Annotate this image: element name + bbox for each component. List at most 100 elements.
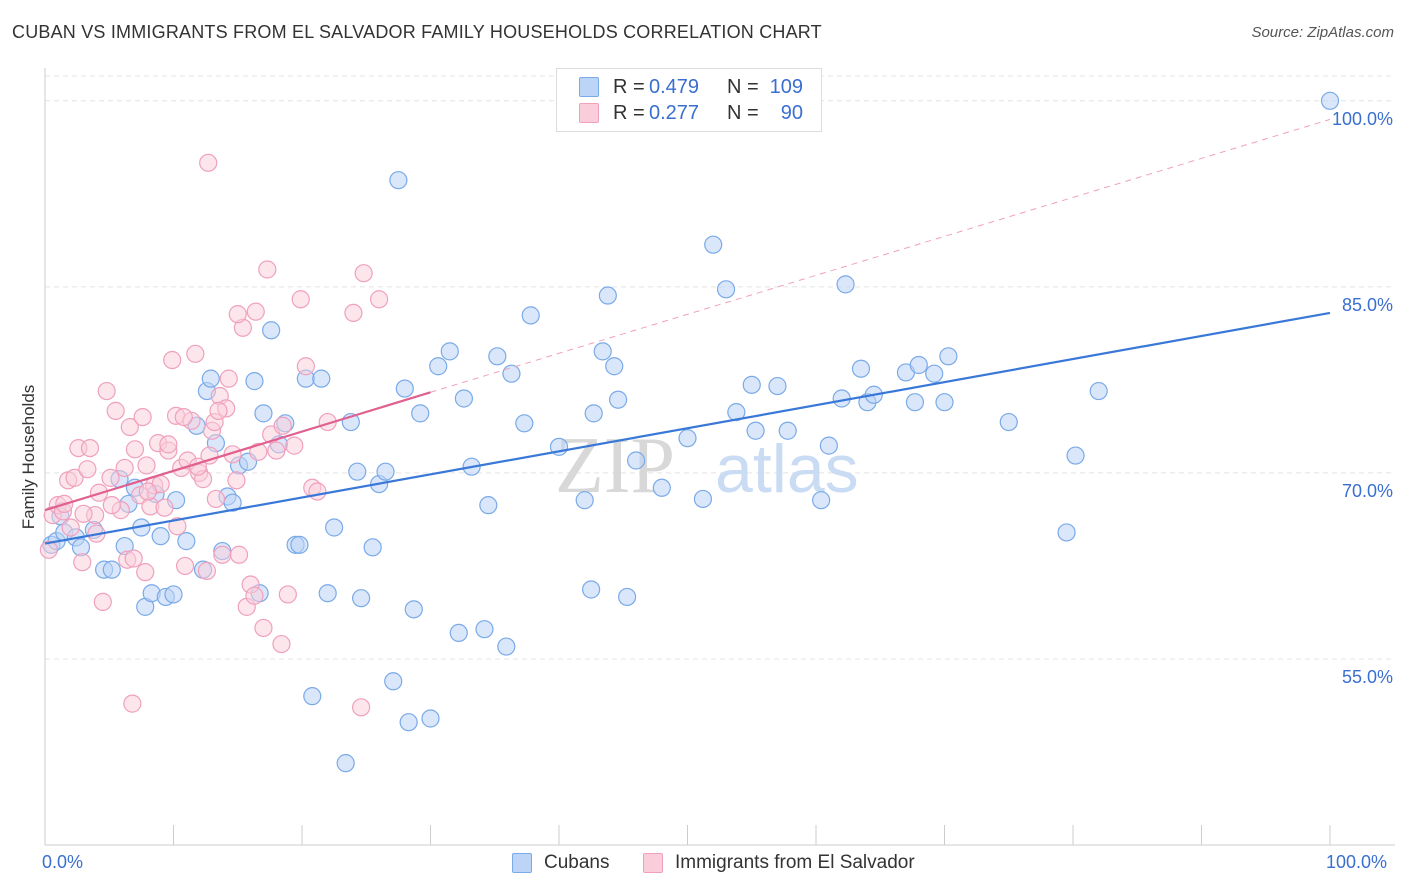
point-cubans (399, 713, 418, 732)
point-el-salvador (272, 634, 291, 654)
stats-legend: R = 0.479 N = 109 R = 0.277 N = 90 (556, 68, 822, 132)
point-cubans (521, 306, 540, 325)
y-tick-label: 100.0% (1332, 109, 1393, 129)
point-cubans (177, 532, 196, 551)
point-cubans (593, 342, 612, 361)
point-el-salvador (124, 549, 143, 568)
x-tick-max: 100.0% (1326, 852, 1388, 872)
point-cubans (325, 518, 344, 537)
legend-n-value: 109 (769, 75, 803, 98)
y-tick-label: 70.0% (1342, 481, 1393, 501)
point-el-salvador (344, 303, 363, 323)
legend-r-label: R = (613, 101, 645, 124)
point-el-salvador (249, 442, 268, 461)
legend-row-el-salvador: R = 0.277 N = 90 (579, 101, 803, 125)
point-el-salvador (245, 586, 264, 605)
point-el-salvador (102, 496, 121, 515)
point-cubans (925, 364, 944, 383)
tick-labels: 55.0% 70.0% 85.0% 100.0% (1332, 109, 1393, 687)
point-el-salvador (174, 407, 193, 427)
point-cubans (384, 672, 403, 691)
point-el-salvador (115, 458, 134, 478)
point-el-salvador (61, 518, 80, 537)
point-cubans (502, 364, 521, 383)
trend-extension-el-salvador (430, 118, 1331, 393)
point-cubans (290, 535, 309, 554)
point-cubans (440, 342, 459, 361)
point-cubans (605, 357, 624, 376)
legend-r-value: 0.479 (649, 75, 700, 98)
point-el-salvador (285, 436, 304, 455)
bottom-legend-el-salvador[interactable]: Immigrants from El Salvador (643, 852, 915, 874)
point-cubans (245, 372, 264, 391)
point-cubans (488, 347, 507, 366)
point-cubans (404, 600, 423, 619)
point-cubans (584, 404, 603, 423)
point-el-salvador (80, 438, 100, 458)
trend-line-cubans (44, 311, 1331, 545)
point-cubans (449, 623, 468, 643)
bottom-legend-label-cubans: Cubans (544, 852, 610, 873)
point-cubans (1066, 446, 1085, 465)
point-cubans (609, 390, 628, 409)
chart-title: CUBAN VS IMMIGRANTS FROM EL SALVADOR FAM… (12, 22, 822, 42)
point-el-salvador (227, 471, 246, 490)
point-el-salvador (39, 540, 58, 559)
point-cubans (318, 584, 337, 603)
point-el-salvador (93, 592, 112, 611)
point-cubans (1089, 381, 1108, 401)
point-cubans (836, 275, 855, 294)
point-el-salvador (101, 468, 120, 487)
point-cubans (575, 491, 594, 510)
point-cubans (704, 235, 723, 254)
point-el-salvador (370, 290, 389, 309)
point-cubans (999, 412, 1018, 432)
bottom-legend-cubans[interactable]: Cubans (512, 852, 610, 874)
point-cubans (352, 589, 371, 608)
point-cubans (768, 376, 787, 396)
point-el-salvador (73, 553, 92, 572)
point-el-salvador (137, 456, 156, 475)
point-cubans (363, 538, 382, 557)
point-el-salvador (125, 440, 145, 459)
point-el-salvador (352, 698, 371, 717)
point-el-salvador (206, 489, 226, 509)
point-el-salvador (197, 561, 217, 580)
point-el-salvador (138, 482, 157, 501)
point-cubans (475, 620, 494, 639)
point-el-salvador (209, 401, 228, 420)
point-cubans (479, 496, 498, 515)
point-cubans (851, 359, 871, 378)
point-el-salvador (278, 585, 297, 604)
point-el-salvador (65, 468, 84, 487)
point-el-salvador (159, 435, 178, 454)
point-el-salvador (296, 357, 315, 376)
point-cubans (626, 451, 646, 470)
point-el-salvador (78, 460, 97, 479)
point-cubans (515, 414, 534, 433)
y-tick-label: 55.0% (1342, 667, 1393, 687)
point-cubans (164, 585, 183, 604)
point-el-salvador (106, 401, 125, 420)
bottom-legend-label-el-salvador: Immigrants from El Salvador (675, 852, 915, 873)
point-el-salvador (354, 264, 373, 283)
bottom-legend-swatch-cubans (512, 853, 532, 873)
y-tick-label: 85.0% (1342, 295, 1393, 315)
point-el-salvador (168, 517, 187, 536)
point-cubans (716, 280, 736, 299)
point-cubans (1320, 91, 1340, 110)
point-cubans (598, 286, 617, 305)
point-cubans (582, 580, 601, 599)
point-cubans (746, 421, 765, 440)
point-el-salvador (136, 563, 155, 582)
axes (44, 68, 1395, 846)
point-el-salvador (308, 482, 327, 501)
point-cubans (395, 379, 414, 398)
point-cubans (909, 355, 928, 375)
point-cubans (376, 462, 395, 481)
point-el-salvador (246, 302, 265, 321)
y-axis-label: Family Households (19, 384, 38, 530)
series-el-salvador-points (39, 153, 389, 717)
point-el-salvador (155, 498, 174, 517)
bottom-legend: Cubans Immigrants from El Salvador (0, 850, 1406, 880)
